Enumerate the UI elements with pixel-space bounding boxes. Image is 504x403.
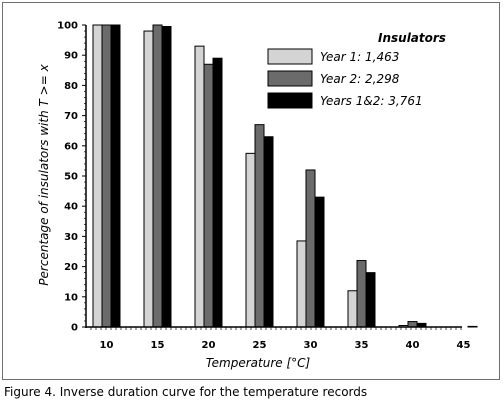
x-tick-label: 10 [100, 340, 114, 351]
x-axis-label: Temperature [°C] [206, 356, 311, 370]
bar-20-series-3 [212, 57, 223, 328]
y-tick-label: 100 [57, 21, 78, 32]
x-tick-label: 30 [304, 340, 318, 351]
y-tick-label: 20 [64, 262, 78, 273]
y-tick-label: 10 [64, 292, 78, 303]
x-tick-label: 35 [355, 340, 369, 351]
bar-45-series-3 [467, 325, 478, 328]
bars-group [92, 24, 478, 328]
y-tick-label: 90 [64, 51, 78, 62]
bar-35-series-1 [347, 290, 358, 328]
y-ticks-group: 0 10 20 30 40 50 60 70 80 90 100 [57, 21, 86, 334]
legend-label-1: Year 1: 1,463 [320, 50, 399, 64]
bar-30-series-3 [314, 196, 325, 328]
bar-10-series-3 [110, 24, 121, 328]
legend-swatch-2 [267, 70, 313, 87]
bar-35-series-2 [356, 260, 367, 328]
bar-40-series-2 [407, 321, 418, 328]
bar-30-series-2 [305, 169, 316, 328]
y-tick-label: 50 [64, 172, 78, 183]
bar-25-series-3 [263, 136, 274, 328]
legend-label-2: Year 2: 2,298 [320, 72, 400, 86]
y-tick-label: 60 [64, 141, 78, 152]
y-tick-label: 80 [64, 81, 78, 92]
bar-35-series-3 [365, 272, 376, 328]
legend-items: Year 1: 1,463 Year 2: 2,298 Years 1&2: 3,7… [267, 48, 423, 109]
bar-15-series-3 [161, 26, 172, 328]
y-tick-label: 0 [71, 323, 78, 334]
legend-swatch-1 [267, 48, 313, 65]
bar-10-series-1 [92, 24, 103, 328]
figure-caption: Figure 4. Inverse duration curve for the… [4, 385, 368, 399]
x-tick-label: 40 [406, 340, 420, 351]
y-axis-label: Percentage of insulators with T >= x [37, 63, 51, 285]
bar-15-series-1 [143, 30, 154, 328]
bar-30-series-1 [296, 240, 307, 328]
x-tick-label: 45 [457, 340, 471, 351]
x-tick-label: 25 [253, 340, 267, 351]
bar-20-series-2 [203, 63, 214, 328]
bar-20-series-1 [194, 45, 205, 328]
y-tick-label: 40 [64, 202, 78, 213]
bar-25-series-2 [254, 124, 265, 328]
bar-15-series-2 [152, 24, 163, 328]
bar-25-series-1 [245, 152, 256, 328]
y-tick-label: 30 [64, 232, 78, 243]
bar-10-series-2 [101, 24, 112, 328]
legend-title: Insulators [378, 31, 446, 45]
legend-swatch-3 [267, 92, 313, 109]
x-tick-label: 20 [202, 340, 216, 351]
axes-group [85, 25, 462, 328]
legend-label-3: Years 1&2: 3,761 [320, 94, 423, 108]
y-tick-label: 70 [64, 111, 78, 122]
x-ticks-group: 10 15 20 25 30 35 40 45 [90, 327, 471, 351]
x-tick-label: 15 [151, 340, 165, 351]
